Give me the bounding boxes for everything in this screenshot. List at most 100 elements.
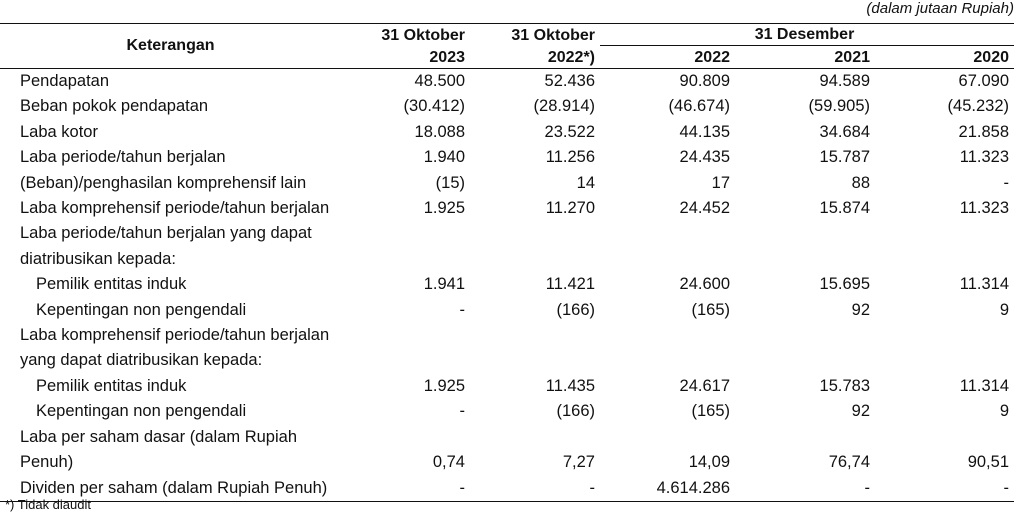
header-col1-line1: 31 Oktober bbox=[381, 26, 465, 44]
row-value bbox=[600, 247, 735, 272]
table-row: Beban pokok pendapatan (30.412) (28.914) (4… bbox=[0, 94, 1014, 119]
row-value: 92 bbox=[851, 300, 870, 319]
row-value: 24.452 bbox=[679, 199, 730, 218]
row-value: - bbox=[875, 475, 1014, 502]
row-label: Dividen per saham (dalam Rupiah Penuh) bbox=[0, 475, 346, 502]
table-row: Dividen per saham (dalam Rupiah Penuh) - -… bbox=[0, 475, 1014, 502]
row-value: 48.500 bbox=[414, 72, 465, 90]
row-value: 34.684 bbox=[819, 122, 870, 141]
row-value bbox=[875, 348, 1014, 373]
row-value: 44.135 bbox=[679, 122, 730, 141]
row-value: 1.940 bbox=[423, 148, 465, 167]
row-label: Penuh) bbox=[20, 453, 74, 472]
header-col2-line1: 31 Oktober bbox=[511, 26, 595, 44]
row-label: Laba kotor bbox=[20, 122, 98, 141]
table-row: (Beban)/penghasilan komprehensif lain (15… bbox=[0, 171, 1014, 196]
table-row: Kepentingan non pengendali - (166) (165) 92 9 bbox=[0, 399, 1014, 424]
financial-table: Keterangan 31 Oktober 31 Oktober 31 Dese… bbox=[0, 23, 1014, 502]
row-value: 11.314 bbox=[959, 275, 1009, 294]
row-value: 15.695 bbox=[819, 275, 870, 294]
row-value: 11.256 bbox=[545, 148, 595, 167]
row-value: 76,74 bbox=[828, 453, 870, 472]
row-label: Beban pokok pendapatan bbox=[20, 97, 209, 116]
row-label: Laba periode/tahun berjalan bbox=[20, 148, 226, 167]
row-value bbox=[735, 425, 875, 450]
row-value: - bbox=[735, 475, 875, 502]
row-value: (165) bbox=[691, 300, 730, 319]
row-value bbox=[346, 348, 470, 373]
row-value: 17 bbox=[711, 173, 730, 192]
row-value: 90,51 bbox=[967, 453, 1009, 472]
row-label: diatribusikan kepada: bbox=[20, 249, 176, 268]
row-value: 18.088 bbox=[414, 122, 465, 141]
row-value: 14 bbox=[576, 173, 595, 192]
row-value: 92 bbox=[851, 402, 870, 421]
row-value bbox=[875, 323, 1014, 348]
table-row: diatribusikan kepada: bbox=[0, 247, 1014, 272]
row-label: yang dapat diatribusikan kepada: bbox=[20, 351, 263, 370]
table-row: Laba periode/tahun berjalan yang dapat bbox=[0, 221, 1014, 246]
row-value bbox=[735, 247, 875, 272]
table-body: Pendapatan 48.500 52.436 90.809 94.589 67.090… bbox=[0, 69, 1014, 502]
row-value: 23.522 bbox=[544, 122, 595, 141]
row-value: 1.941 bbox=[423, 275, 465, 294]
table-row: Laba per saham dasar (dalam Rupiah bbox=[0, 425, 1014, 450]
row-value: - bbox=[470, 475, 600, 502]
row-label: Pemilik entitas induk bbox=[36, 376, 187, 395]
row-value: (30.412) bbox=[403, 97, 465, 116]
row-value bbox=[735, 323, 875, 348]
row-value bbox=[470, 247, 600, 272]
row-value: 11.421 bbox=[545, 275, 595, 294]
row-value: 90.809 bbox=[679, 72, 730, 90]
row-value: 15.874 bbox=[819, 199, 870, 218]
row-value: 15.783 bbox=[819, 376, 870, 395]
row-value: 15.787 bbox=[819, 148, 870, 167]
row-value: 24.617 bbox=[679, 376, 730, 395]
row-value bbox=[600, 348, 735, 373]
row-value: 0,74 bbox=[432, 453, 465, 472]
row-value: (46.674) bbox=[668, 97, 730, 116]
row-value: (15) bbox=[435, 173, 465, 192]
row-label: Laba komprehensif periode/tahun berjalan bbox=[20, 326, 330, 345]
row-value: 9 bbox=[999, 300, 1009, 319]
row-value bbox=[600, 425, 735, 450]
row-value: 1.925 bbox=[423, 376, 465, 395]
table-row: Penuh) 0,74 7,27 14,09 76,74 90,51 bbox=[0, 450, 1014, 475]
row-value bbox=[875, 425, 1014, 450]
row-label: Laba periode/tahun berjalan yang dapat bbox=[20, 224, 312, 243]
row-value bbox=[735, 348, 875, 373]
table-row: Laba periode/tahun berjalan 1.940 11.256 24… bbox=[0, 145, 1014, 170]
table-row: Pendapatan 48.500 52.436 90.809 94.589 67.090 bbox=[0, 69, 1014, 95]
header-year-2020: 2020 bbox=[875, 45, 1014, 69]
row-label: Laba per saham dasar (dalam Rupiah bbox=[20, 427, 297, 446]
row-value: - bbox=[346, 475, 470, 502]
row-value: (166) bbox=[556, 402, 595, 421]
header-year-2022: 2022 bbox=[600, 45, 735, 69]
row-label: Pemilik entitas induk bbox=[36, 275, 187, 294]
table-row: yang dapat diatribusikan kepada: bbox=[0, 348, 1014, 373]
row-value bbox=[346, 247, 470, 272]
row-value bbox=[346, 221, 470, 246]
row-value: (59.905) bbox=[808, 97, 870, 116]
row-value bbox=[875, 221, 1014, 246]
row-label: Laba komprehensif periode/tahun berjalan bbox=[20, 199, 330, 218]
row-value bbox=[600, 323, 735, 348]
row-value bbox=[470, 425, 600, 450]
row-value bbox=[600, 221, 735, 246]
header-col2-line2: 2022*) bbox=[470, 45, 600, 69]
row-value: 11.323 bbox=[959, 148, 1009, 167]
row-value: 11.314 bbox=[959, 376, 1009, 395]
row-value bbox=[470, 348, 600, 373]
header-desember: 31 Desember bbox=[600, 23, 1014, 46]
row-value: 21.858 bbox=[958, 122, 1009, 141]
row-value: (28.914) bbox=[533, 97, 595, 116]
table-row: Pemilik entitas induk 1.925 11.435 24.617 15… bbox=[0, 374, 1014, 399]
row-value: (166) bbox=[556, 300, 595, 319]
row-value: 52.436 bbox=[544, 72, 595, 90]
row-value: (165) bbox=[691, 402, 730, 421]
row-value bbox=[346, 323, 470, 348]
row-value: 94.589 bbox=[819, 72, 870, 90]
row-value: 4.614.286 bbox=[600, 475, 735, 502]
row-value bbox=[346, 425, 470, 450]
row-value: 24.600 bbox=[679, 275, 730, 294]
